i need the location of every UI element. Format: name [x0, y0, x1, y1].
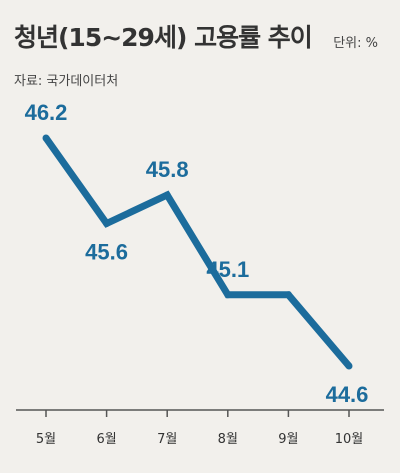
data-label: 45.8: [146, 157, 189, 182]
x-tick-label: 9월: [278, 432, 298, 447]
x-tick-label: 10월: [335, 432, 364, 447]
x-tick-label: 6월: [96, 432, 116, 447]
data-point: [284, 291, 292, 299]
x-tick-label: 8월: [218, 432, 238, 447]
series-line: [43, 135, 352, 369]
data-point: [103, 220, 111, 227]
data-label: 45.6: [85, 240, 128, 265]
data-label: 46.2: [25, 100, 68, 125]
data-label: 44.6: [326, 382, 369, 407]
data-label: 45.1: [206, 257, 249, 282]
data-point: [163, 191, 171, 199]
data-point: [224, 291, 232, 299]
x-tick-label: 5월: [36, 432, 56, 447]
unit-label: 단위: %: [333, 36, 378, 51]
chart-title: 청년(15~29세) 고용률 추이: [14, 23, 313, 52]
data-point: [42, 134, 50, 142]
x-tick-label: 7월: [157, 432, 177, 447]
source-label: 자료: 국가데이터처: [14, 74, 119, 89]
data-point: [345, 362, 353, 370]
